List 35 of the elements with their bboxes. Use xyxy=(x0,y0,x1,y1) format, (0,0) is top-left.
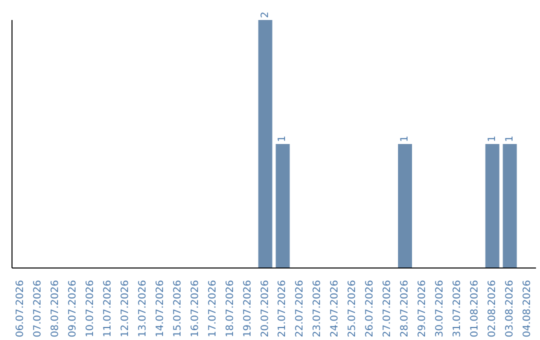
x-tick-label: 23.07.2026 xyxy=(312,280,324,338)
x-tick-label: 10.07.2026 xyxy=(85,280,96,338)
x-tick-label: 04.08.2026 xyxy=(522,280,533,338)
x-tick-label: 06.07.2026 xyxy=(15,280,26,338)
x-tick-label: 22.07.2026 xyxy=(294,280,306,338)
data-label: 1 xyxy=(486,136,498,142)
x-tick-label: 13.07.2026 xyxy=(138,280,148,338)
x-tick-label: 11.07.2026 xyxy=(102,280,114,338)
x-tick-label: 24.07.2026 xyxy=(330,280,341,338)
x-tick-label: 02.08.2026 xyxy=(486,280,498,338)
x-tick-label: 15.07.2026 xyxy=(172,280,184,338)
x-tick-label: 19.07.2026 xyxy=(242,280,254,338)
x-tick-label: 21.07.2026 xyxy=(277,280,288,338)
x-tick-label: 27.07.2026 xyxy=(382,280,394,338)
x-tick-label: 25.07.2026 xyxy=(347,280,358,338)
x-tick-label: 09.07.2026 xyxy=(68,280,79,338)
x-tick-label: 31.07.2026 xyxy=(452,280,463,338)
x-tick-label: 16.07.2026 xyxy=(190,280,201,338)
x-tick-label: 08.07.2026 xyxy=(50,280,62,338)
x-tick-label: 03.08.2026 xyxy=(504,280,516,338)
x-tick-label: 01.08.2026 xyxy=(469,280,480,338)
x-tick-label: 26.07.2026 xyxy=(364,280,376,338)
x-tick-label: 12.07.2026 xyxy=(120,280,132,338)
x-tick-label: 20.07.2026 xyxy=(260,280,271,338)
x-tick-label: 30.07.2026 xyxy=(434,280,446,338)
x-tick-label: 17.07.2026 xyxy=(207,280,218,338)
data-label: 1 xyxy=(504,136,516,142)
x-tick-label: 14.07.2026 xyxy=(154,280,166,338)
data-label: 1 xyxy=(400,136,411,142)
x-tick-label: 07.07.2026 xyxy=(32,280,44,338)
data-label: 2 xyxy=(260,12,271,18)
x-tick-label: 18.07.2026 xyxy=(224,280,236,338)
x-tick-label: 29.07.2026 xyxy=(416,280,428,338)
x-tick-label: 28.07.2026 xyxy=(400,280,410,338)
data-label: 1 xyxy=(277,136,288,142)
